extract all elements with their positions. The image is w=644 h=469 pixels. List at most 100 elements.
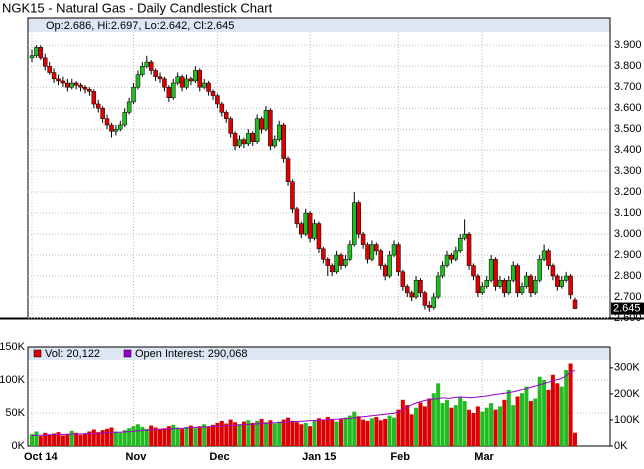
candle-body	[228, 118, 233, 134]
candle-body	[175, 76, 180, 84]
volume-bar	[211, 424, 215, 446]
candle-body	[312, 223, 317, 239]
candle-body	[100, 107, 105, 119]
volume-bar	[277, 421, 282, 446]
candle-body	[232, 133, 238, 147]
volume-bar	[343, 417, 348, 446]
x-tick-label: Jan 15	[302, 451, 336, 463]
volume-bar	[387, 415, 392, 446]
volume-bar	[356, 416, 361, 446]
volume-bar	[140, 426, 145, 446]
volume-bar	[105, 428, 110, 446]
volume-bar	[321, 420, 326, 446]
candle-body	[418, 279, 423, 294]
candle-body	[462, 233, 467, 239]
candle-body	[153, 70, 158, 77]
candle-body	[563, 275, 569, 281]
candle-body	[422, 292, 428, 306]
volume-bar	[206, 426, 211, 446]
volume-bar	[118, 432, 123, 446]
candle-body	[34, 47, 39, 57]
legend-band	[28, 347, 610, 360]
candle-body	[193, 70, 198, 82]
volume-bar	[184, 426, 189, 446]
volume-bar	[347, 415, 352, 446]
volume-bar	[281, 419, 286, 446]
candle-body	[166, 86, 172, 98]
volume-bar	[427, 398, 432, 446]
volume-bar	[462, 401, 467, 446]
candle-body	[201, 82, 207, 88]
candle-body	[241, 139, 247, 145]
volume-bar	[453, 405, 458, 446]
volume-bar	[180, 428, 185, 446]
candle-body	[365, 244, 370, 260]
volume-bar	[228, 419, 233, 446]
volume-bar	[263, 422, 268, 446]
candle-body	[118, 124, 123, 130]
last-price-label: 2.645	[613, 302, 641, 314]
candle-body	[528, 275, 534, 294]
volume-bar	[233, 422, 238, 446]
open-interest-line	[31, 369, 576, 437]
candle-body	[303, 212, 308, 235]
candle-body	[148, 61, 154, 71]
candle-body	[431, 296, 436, 308]
candle-body	[413, 279, 419, 298]
volume-bar	[365, 420, 370, 446]
volume-bar	[69, 430, 74, 446]
volume-bar	[56, 432, 61, 446]
candle-body	[347, 244, 353, 260]
candle-body	[449, 254, 454, 260]
volume-bar	[268, 420, 273, 446]
legend-label: Open Interest: 290,068	[135, 348, 248, 360]
volume-bar	[475, 406, 480, 446]
candle-body	[497, 279, 503, 287]
volume-bar	[219, 420, 224, 446]
volume-bar	[52, 433, 57, 446]
volume-bar	[444, 399, 449, 446]
candle-body	[382, 265, 388, 277]
volume-bar	[334, 421, 339, 446]
volume-bar	[506, 389, 511, 446]
candle-body	[131, 86, 136, 103]
candle-body	[493, 259, 498, 287]
candle-body	[104, 118, 110, 126]
volume-bar	[113, 431, 118, 446]
candle-body	[184, 78, 189, 88]
volume-bar	[246, 420, 251, 446]
volume-bar	[568, 363, 573, 446]
candle-body	[533, 279, 538, 294]
candle-body	[369, 244, 375, 260]
volume-bar	[60, 435, 65, 446]
candle-body	[113, 128, 119, 132]
candle-body	[502, 279, 507, 294]
volume-bar	[197, 426, 202, 446]
volume-bar	[215, 422, 220, 446]
candle-body	[546, 250, 551, 266]
y-tick-label: 3.000	[614, 228, 642, 240]
candle-body	[219, 103, 225, 113]
x-tick-label: Oct 14	[24, 451, 59, 463]
candle-body	[237, 139, 242, 147]
candle-body	[171, 82, 176, 98]
volume-bar	[299, 424, 304, 446]
volume-bar	[374, 416, 379, 446]
volume-bar	[290, 420, 295, 446]
candle-body	[568, 275, 573, 296]
candle-body	[387, 254, 392, 277]
volume-bar	[555, 383, 560, 446]
volume-tick-label: 100K	[0, 374, 26, 386]
candle-body	[374, 244, 379, 252]
candle-body	[281, 124, 286, 159]
volume-bar	[467, 409, 472, 446]
volume-bar	[325, 416, 330, 446]
volume-bar	[497, 406, 502, 446]
y-tick-label: 3.300	[614, 165, 642, 177]
candle-body	[126, 101, 132, 113]
candle-body	[325, 259, 331, 266]
candle-body	[480, 286, 485, 294]
candle-body	[541, 250, 547, 260]
volume-bar	[303, 422, 308, 446]
y2-tick-label: 300K	[614, 362, 640, 374]
